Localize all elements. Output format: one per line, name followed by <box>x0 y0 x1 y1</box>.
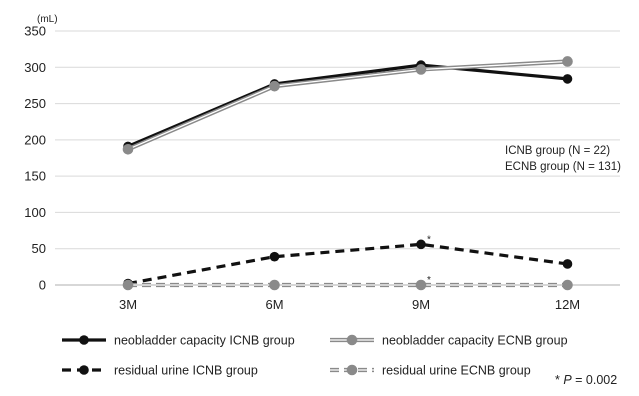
series-line-0-stroke-0 <box>127 63 568 148</box>
data-point-s2-12M <box>562 259 573 269</box>
data-point-s1-12M <box>562 56 573 67</box>
series-line-1-stroke-1 <box>127 60 568 150</box>
y-tick-label-200: 200 <box>24 132 46 147</box>
legend-swatch-marker-1 <box>346 334 358 346</box>
legend-swatch-marker-0 <box>79 335 89 345</box>
series-1 <box>122 56 573 155</box>
series-0 <box>123 60 573 152</box>
y-unit-label: (mL) <box>37 14 58 25</box>
y-tick-label-350: 350 <box>24 24 46 39</box>
data-point-s3-3M <box>122 279 134 291</box>
series-3 <box>122 279 573 291</box>
data-point-s1-6M <box>269 80 280 92</box>
group-size-label-1: ECNB group (N = 131) <box>505 161 621 173</box>
axes: 0 50 100 150 200 250 300 350(mL) 3M 6M 9M 12M <box>24 14 620 312</box>
y-tick-label-50: 50 <box>32 241 46 256</box>
data-point-s2-6M <box>269 251 280 262</box>
significance-star-residual-ecnb: * <box>427 275 431 286</box>
data-point-s3-12M <box>562 279 573 291</box>
x-tick-label-6M: 6M <box>265 297 283 312</box>
legend-label-3: residual urine ECNB group <box>382 364 531 378</box>
legend-label-0: neobladder capacity ICNB group <box>114 334 295 348</box>
legend-swatch-marker-2 <box>79 365 89 375</box>
data-point-s2-9M <box>416 239 426 250</box>
x-tick-label-3M: 3M <box>119 297 137 312</box>
data-point-s3-9M <box>415 279 427 291</box>
significance-star-residual-icnb: * <box>427 234 431 245</box>
legend-item-0: neobladder capacity ICNB group <box>62 334 295 348</box>
series-lines <box>122 56 573 291</box>
legend-item-2: residual urine ICNB group <box>62 364 258 378</box>
data-point-s3-6M <box>269 279 280 291</box>
x-tick-label-9M: 9M <box>412 297 430 312</box>
data-point-s1-9M <box>415 64 427 75</box>
annotations: * * ICNB group (N = 22) ECNB group (N = 131… <box>427 145 621 387</box>
y-tick-label-0: 0 <box>39 278 46 293</box>
legend-item-3: residual urine ECNB group <box>330 364 531 378</box>
p-value-label: * P = 0.002 <box>555 373 617 387</box>
legend-swatch-marker-3 <box>346 364 358 376</box>
series-2 <box>123 239 573 289</box>
data-point-s1-3M <box>122 143 134 155</box>
y-tick-label-150: 150 <box>24 169 46 184</box>
y-tick-label-250: 250 <box>24 96 46 111</box>
legend: neobladder capacity ICNB group neobladder… <box>62 334 568 378</box>
y-tick-label-300: 300 <box>24 60 46 75</box>
group-size-label-0: ICNB group (N = 22) <box>505 145 610 157</box>
series-line-2-stroke-0 <box>127 242 568 286</box>
legend-label-2: residual urine ICNB group <box>114 364 258 378</box>
data-point-s0-12M <box>562 74 573 84</box>
p-value-number: = 0.002 <box>572 373 618 387</box>
legend-label-1: neobladder capacity ECNB group <box>382 334 568 348</box>
p-value-star: * <box>555 373 563 387</box>
p-value-letter: P <box>563 373 572 387</box>
x-tick-label-12M: 12M <box>555 297 580 312</box>
legend-item-1: neobladder capacity ECNB group <box>330 334 568 348</box>
y-tick-label-100: 100 <box>24 205 46 220</box>
